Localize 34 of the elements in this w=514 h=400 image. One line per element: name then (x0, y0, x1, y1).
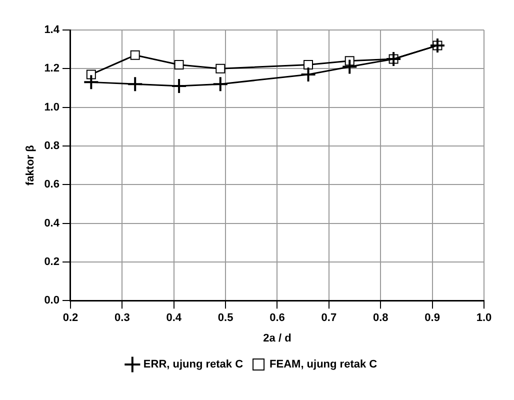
x-tick-label: 0.9 (424, 312, 440, 324)
point (86, 70, 96, 80)
legend-label: FEAM, ujung retak C (270, 358, 378, 371)
y-tick-label: 0.8 (44, 140, 60, 152)
x-tick-label: 0.5 (218, 312, 234, 324)
point (130, 50, 140, 60)
point (127, 76, 144, 92)
legend-label: ERR, ujung retak C (143, 358, 244, 371)
point (174, 60, 184, 70)
point (386, 50, 402, 67)
point (300, 66, 316, 82)
point (216, 64, 226, 74)
x-tick-label: 0.8 (372, 312, 388, 324)
x-tick-label: 0.2 (62, 312, 78, 324)
point (212, 76, 228, 92)
x-axis-title: 2a / d (263, 332, 292, 344)
point (429, 37, 446, 54)
y-tick-label: 0.4 (44, 217, 60, 230)
x-tick-label: 0.3 (114, 312, 130, 324)
y-tick-label: 1.0 (44, 101, 60, 114)
y-tick-label: 1.4 (44, 24, 60, 36)
y-axis-title: faktor β (24, 144, 37, 186)
x-tick-label: 0.7 (321, 312, 337, 324)
x-tick-label: 0.4 (166, 312, 182, 324)
y-tick-label: 0.2 (44, 256, 60, 268)
point (83, 74, 100, 90)
y-tick-label: 1.2 (44, 62, 60, 75)
point (304, 60, 313, 70)
x-tick-label: 1.0 (476, 312, 492, 324)
y-tick-label: 0.6 (44, 178, 60, 191)
point (171, 78, 188, 94)
y-tick-label: 0.0 (44, 294, 60, 307)
x-tick-label: 0.6 (270, 312, 285, 324)
point (342, 58, 358, 75)
